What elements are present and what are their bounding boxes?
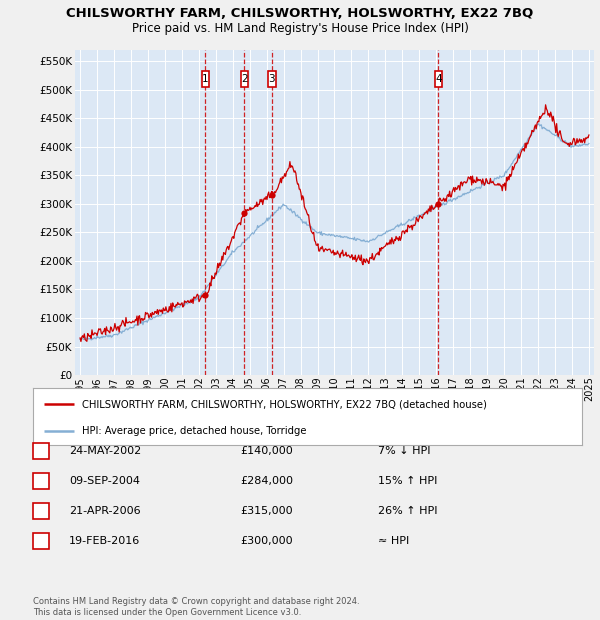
Text: 4: 4 bbox=[435, 74, 442, 84]
Text: £284,000: £284,000 bbox=[240, 476, 293, 486]
Text: 3: 3 bbox=[37, 506, 44, 516]
Text: 2: 2 bbox=[241, 74, 248, 84]
Text: 15% ↑ HPI: 15% ↑ HPI bbox=[378, 476, 437, 486]
Text: £140,000: £140,000 bbox=[240, 446, 293, 456]
Text: CHILSWORTHY FARM, CHILSWORTHY, HOLSWORTHY, EX22 7BQ (detached house): CHILSWORTHY FARM, CHILSWORTHY, HOLSWORTH… bbox=[82, 399, 487, 409]
Text: £300,000: £300,000 bbox=[240, 536, 293, 546]
Text: 19-FEB-2016: 19-FEB-2016 bbox=[69, 536, 140, 546]
Text: 1: 1 bbox=[37, 446, 44, 456]
Text: Price paid vs. HM Land Registry's House Price Index (HPI): Price paid vs. HM Land Registry's House … bbox=[131, 22, 469, 35]
Text: 24-MAY-2002: 24-MAY-2002 bbox=[69, 446, 141, 456]
FancyBboxPatch shape bbox=[202, 71, 209, 87]
Text: 1: 1 bbox=[202, 74, 209, 84]
Text: ≈ HPI: ≈ HPI bbox=[378, 536, 409, 546]
Text: CHILSWORTHY FARM, CHILSWORTHY, HOLSWORTHY, EX22 7BQ: CHILSWORTHY FARM, CHILSWORTHY, HOLSWORTH… bbox=[67, 7, 533, 20]
Text: 21-APR-2006: 21-APR-2006 bbox=[69, 506, 140, 516]
Text: 4: 4 bbox=[37, 536, 44, 546]
Text: 7% ↓ HPI: 7% ↓ HPI bbox=[378, 446, 431, 456]
Text: 3: 3 bbox=[269, 74, 275, 84]
Text: 2: 2 bbox=[37, 476, 44, 486]
Text: HPI: Average price, detached house, Torridge: HPI: Average price, detached house, Torr… bbox=[82, 426, 307, 436]
FancyBboxPatch shape bbox=[434, 71, 442, 87]
FancyBboxPatch shape bbox=[268, 71, 276, 87]
Text: 26% ↑ HPI: 26% ↑ HPI bbox=[378, 506, 437, 516]
Text: 09-SEP-2004: 09-SEP-2004 bbox=[69, 476, 140, 486]
FancyBboxPatch shape bbox=[241, 71, 248, 87]
Text: £315,000: £315,000 bbox=[240, 506, 293, 516]
Text: Contains HM Land Registry data © Crown copyright and database right 2024.
This d: Contains HM Land Registry data © Crown c… bbox=[33, 598, 359, 617]
